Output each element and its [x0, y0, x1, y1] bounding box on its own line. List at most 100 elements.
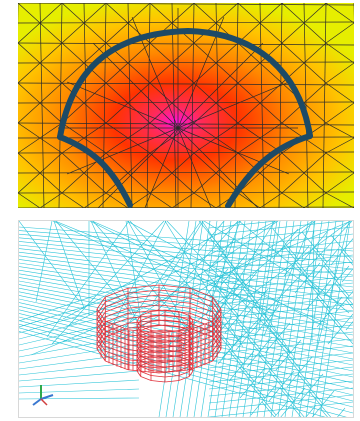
- wire: [305, 404, 317, 417]
- mesh-line: [83, 172, 107, 194]
- wire: [208, 221, 280, 229]
- inner-ring: [150, 354, 166, 357]
- mesh-line: [303, 102, 327, 124]
- mesh-line: [127, 3, 133, 208]
- inner-ring: [150, 375, 166, 378]
- inner-ring: [164, 365, 180, 368]
- wire: [164, 221, 244, 348]
- mesh-line: [39, 3, 45, 208]
- wire: [19, 233, 353, 264]
- mesh-line: [18, 122, 41, 139]
- inner-ring: [164, 314, 180, 317]
- cyan-wire-mesh: [19, 221, 353, 417]
- mesh-line: [325, 172, 354, 194]
- inner-ring: [136, 370, 142, 377]
- wire: [305, 221, 337, 417]
- mesh-line: [171, 102, 195, 124]
- inner-ring: [178, 336, 190, 341]
- wire: [330, 238, 353, 266]
- wire: [280, 387, 306, 417]
- wire: [19, 266, 353, 318]
- wire: [51, 221, 165, 345]
- mesh-line: [105, 82, 129, 104]
- mesh-line: [144, 127, 179, 208]
- wire: [19, 397, 140, 400]
- outer-ring: [127, 299, 160, 304]
- mesh-line: [303, 22, 327, 44]
- mesh-line: [18, 152, 41, 174]
- wire: [319, 407, 328, 417]
- mesh-line: [259, 22, 283, 44]
- wire: [286, 356, 313, 388]
- mesh-line: [18, 42, 354, 46]
- wire: [19, 230, 353, 258]
- wire: [228, 350, 255, 382]
- wire: [341, 251, 353, 266]
- contour-mesh-panel: [18, 3, 354, 208]
- mesh-line: [281, 22, 305, 44]
- mesh-line: [18, 171, 354, 174]
- outer-ring: [96, 301, 106, 315]
- wire: [257, 353, 284, 385]
- mesh-line: [149, 42, 173, 64]
- mesh-line: [259, 122, 283, 139]
- inner-ring: [188, 315, 194, 322]
- wire: [19, 325, 140, 352]
- inner-ring: [150, 330, 166, 333]
- mesh-line: [105, 137, 129, 154]
- mesh-line: [171, 62, 195, 84]
- wire: [208, 387, 353, 404]
- mesh-line: [105, 42, 129, 64]
- mesh-line: [281, 3, 305, 24]
- outer-ring: [127, 294, 160, 299]
- outer-ring: [158, 324, 191, 329]
- wire: [210, 221, 276, 324]
- wire: [19, 352, 140, 370]
- wire: [221, 221, 353, 359]
- mesh-line: [171, 42, 195, 64]
- mesh-line: [97, 127, 179, 208]
- inner-ring: [178, 316, 190, 321]
- wire: [264, 322, 291, 354]
- mesh-line: [105, 102, 129, 124]
- mesh-line: [83, 3, 89, 208]
- inner-ring: [150, 350, 166, 353]
- inner-ring: [164, 345, 180, 348]
- outer-ring: [189, 287, 213, 298]
- wire: [19, 237, 353, 270]
- mesh-line: [39, 22, 63, 44]
- inner-ring: [150, 345, 166, 348]
- inner-ring: [178, 376, 190, 381]
- inner-ring: [136, 315, 142, 322]
- outer-ring: [127, 314, 160, 319]
- inner-ring: [150, 344, 166, 347]
- wire: [283, 245, 310, 277]
- inner-ring: [178, 366, 190, 371]
- wire: [186, 221, 218, 417]
- mesh-line: [215, 172, 239, 194]
- inner-ring: [188, 370, 194, 377]
- wire: [19, 361, 140, 376]
- inner-ring: [150, 340, 166, 343]
- inner-ring: [150, 329, 166, 332]
- mesh-line: [105, 122, 129, 139]
- inner-ring: [188, 320, 194, 327]
- mesh-line: [237, 102, 261, 124]
- mesh-line: [149, 122, 173, 139]
- mesh-line: [83, 62, 107, 84]
- mesh-line: [193, 172, 217, 194]
- inner-ring: [140, 351, 152, 356]
- wire: [312, 221, 344, 417]
- wire: [272, 228, 299, 260]
- mesh-line: [177, 127, 212, 208]
- mesh-line: [18, 82, 354, 86]
- mesh-line: [193, 82, 217, 104]
- mesh-line: [39, 82, 63, 104]
- wire: [311, 390, 335, 417]
- inner-ring: [150, 335, 166, 338]
- wire: [91, 221, 329, 325]
- 3d-mesh-view: [19, 221, 353, 417]
- inner-ring: [140, 326, 152, 331]
- inner-ring: [164, 354, 180, 357]
- wire: [208, 331, 353, 348]
